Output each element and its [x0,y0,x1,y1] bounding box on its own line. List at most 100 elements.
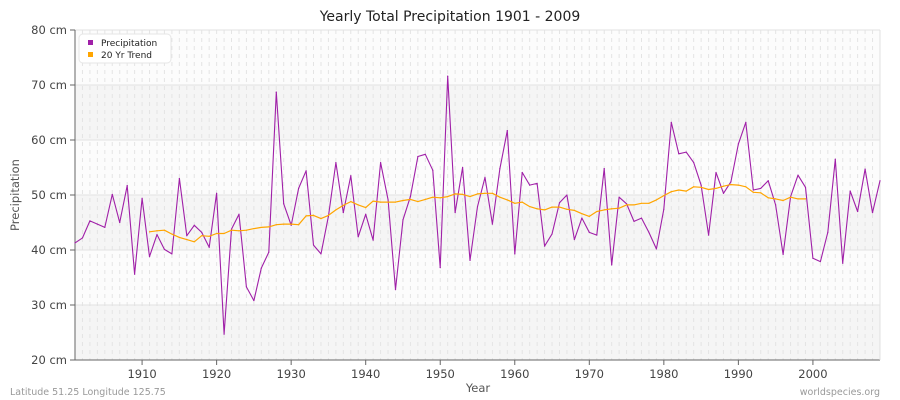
trend-point [372,200,374,202]
precipitation-point [245,286,248,288]
precipitation-point [365,213,367,215]
trend-point [789,196,792,198]
trend-point [417,201,419,203]
precipitation-point [283,203,285,205]
precipitation-point [603,168,605,170]
trend-point [558,206,561,208]
trend-point [782,199,784,202]
trend-point [298,224,300,226]
precipitation-point [171,253,173,255]
y-tick-label: 70 cm [31,78,67,92]
precipitation-point [275,91,277,93]
trend-point [603,209,605,211]
precipitation-point [432,169,434,171]
precipitation-point [752,189,754,191]
trend-point [588,215,590,218]
precipitation-point [491,223,494,225]
precipitation-point [216,192,218,194]
precipitation-point [305,170,307,172]
legend-swatch-trend [88,52,93,57]
trend-point [611,208,613,210]
y-tick-label: 80 cm [31,23,67,37]
trend-point [380,201,382,203]
trend-point [722,185,725,187]
trend-point [342,204,344,207]
precipitation-point [849,190,851,192]
precipitation-point [163,248,166,251]
trend-point [737,184,739,186]
x-tick-label: 1970 [575,367,604,381]
precipitation-point [134,273,136,275]
x-tick-label: 2000 [798,367,827,381]
precipitation-point [655,248,657,250]
precipitation-point [633,220,635,222]
precipitation-point [476,205,479,208]
precipitation-point [558,202,561,204]
legend: Precipitation 20 Yr Trend [78,33,172,64]
precipitation-point [208,246,210,248]
precipitation-point [298,187,300,189]
trend-point [171,233,173,235]
precipitation-point [484,176,486,178]
precipitation-point [268,251,270,253]
y-tick-label: 40 cm [31,243,67,257]
trend-point [260,226,262,229]
trend-point [275,224,277,226]
x-tick-label: 1940 [351,367,380,381]
trend-point [312,214,315,216]
precipitation-point [461,166,464,169]
precipitation-point [767,180,769,182]
trend-point [402,199,404,202]
precipitation-point [566,194,568,196]
precipitation-point [737,143,739,145]
precipitation-point [812,257,814,259]
precipitation-point [543,245,546,247]
trend-point [648,202,650,204]
trend-point [327,214,330,216]
trend-point [461,193,464,196]
precipitation-point [551,233,553,235]
x-tick-label: 1930 [277,367,306,381]
trend-point [387,201,389,203]
precipitation-point [529,184,531,186]
trend-point [290,223,292,225]
precipitation-point [871,212,874,214]
x-tick-label: 1920 [202,367,231,381]
precipitation-point [312,244,315,246]
x-axis-label: Year [465,381,491,395]
trend-point [529,205,531,208]
trend-point [350,201,352,203]
precipitation-point [804,186,807,188]
y-tick-label: 20 cm [31,353,67,367]
y-axis-label: Precipitation [8,159,22,231]
precipitation-point [864,168,866,170]
trend-point [700,186,702,188]
precipitation-point [350,175,352,177]
precipitation-point [842,262,844,264]
x-tick-label: 1960 [500,367,529,381]
precipitation-point [693,161,695,164]
precipitation-point [454,212,456,214]
trend-point [760,192,762,194]
precipitation-point [588,231,590,233]
precipitation-point [879,180,881,182]
footer-location: Latitude 51.25 Longitude 125.75 [10,387,166,398]
trend-point [566,208,568,210]
precipitation-point [827,231,829,233]
precipitation-point [156,234,158,236]
precipitation-point [96,223,98,225]
trend-point [320,218,322,220]
precipitation-point [640,217,643,219]
precipitation-point [141,197,143,199]
precipitation-point [596,234,598,236]
footer-credit: worldspecies.org [800,387,880,398]
legend-swatch-precipitation [88,40,93,45]
precipitation-point [402,219,404,221]
trend-point [752,191,754,193]
precipitation-point [89,220,91,222]
precipitation-point [618,196,620,198]
trend-point [283,223,285,225]
precipitation-point [372,239,374,241]
precipitation-point [819,260,821,263]
precipitation-point [439,267,441,269]
